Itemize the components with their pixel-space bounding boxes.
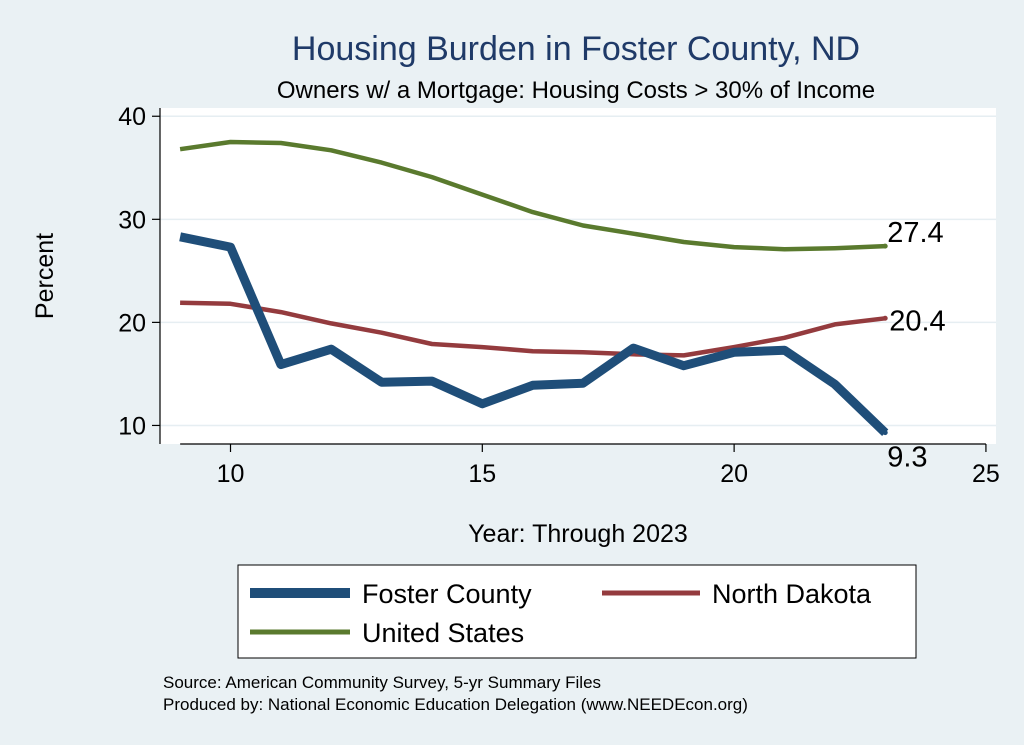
series-line-united-states [179, 139, 886, 252]
y-tick-label-10: 10 [118, 412, 146, 440]
end-label-united-states: 27.4 [887, 217, 943, 249]
series-line-foster-county [179, 232, 889, 436]
source-note: Source: American Community Survey, 5-yr … [163, 673, 601, 692]
legend: Foster County North Dakota United States [237, 564, 917, 659]
x-tick-label-25: 25 [972, 460, 1000, 488]
legend-box [237, 564, 917, 659]
end-point-foster-county [882, 430, 888, 436]
chart-title: Housing Burden in Foster County, ND [292, 30, 860, 68]
x-axis-title: Year: Through 2023 [468, 520, 688, 548]
end-point-north-dakota [882, 315, 888, 321]
legend-label-foster-county: Foster County [362, 579, 532, 609]
series-line-north-dakota [180, 300, 886, 358]
x-tick-label-15: 15 [468, 460, 496, 488]
end-label-north-dakota: 20.4 [889, 305, 945, 337]
y-tick-label-40: 40 [118, 103, 146, 131]
y-tick-label-30: 30 [118, 206, 146, 234]
end-labels: 9.3 20.4 27.4 [887, 217, 945, 474]
y-axis-title: Percent [31, 233, 59, 319]
end-point-united-states [882, 243, 888, 249]
plot-area [160, 108, 996, 444]
legend-label-united-states: United States [362, 618, 524, 648]
x-tick-label-10: 10 [217, 460, 245, 488]
chart-subtitle: Owners w/ a Mortgage: Housing Costs > 30… [277, 77, 875, 104]
y-tick-label-20: 20 [118, 309, 146, 337]
legend-label-north-dakota: North Dakota [712, 579, 872, 609]
end-label-foster-county: 9.3 [887, 442, 927, 474]
x-tick-label-20: 20 [720, 460, 748, 488]
axes: 10 20 30 40 10 15 20 25 [118, 103, 1000, 488]
series-layer [179, 139, 889, 436]
produced-by-note: Produced by: National Economic Education… [163, 695, 748, 714]
